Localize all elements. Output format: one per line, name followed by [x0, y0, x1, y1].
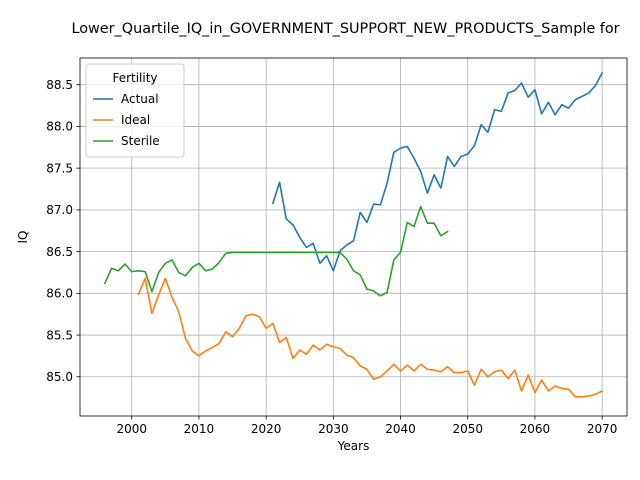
x-tick-label: 2020: [251, 422, 282, 436]
x-tick-label: 2010: [184, 422, 215, 436]
y-tick-label: 85.0: [46, 370, 73, 384]
y-axis-label: IQ: [16, 231, 30, 244]
grid-lines: [80, 58, 627, 416]
y-tick-label: 87.5: [46, 161, 73, 175]
y-axis-ticks: 85.0 85.5 86.0 86.5 87.0 87.5 88.0 88.5: [46, 78, 80, 384]
legend: Fertility Actual Ideal Sterile: [85, 63, 185, 158]
y-tick-label: 87.0: [46, 203, 73, 217]
y-tick-label: 88.5: [46, 78, 73, 92]
chart-title: Lower_Quartile_IQ_in_GOVERNMENT_SUPPORT_…: [71, 21, 619, 37]
x-axis-label: Years: [337, 439, 370, 453]
series-line-actual: [271, 71, 604, 272]
legend-box: [85, 63, 185, 158]
x-tick-label: 2050: [452, 422, 483, 436]
legend-label-ideal: Ideal: [121, 113, 150, 127]
legend-title: Fertility: [112, 71, 157, 85]
x-tick-label: 2000: [116, 422, 147, 436]
y-tick-label: 88.0: [46, 120, 73, 134]
x-tick-label: 2040: [385, 422, 416, 436]
x-tick-label: 2030: [318, 422, 349, 436]
x-tick-label: 2060: [520, 422, 551, 436]
y-tick-label: 85.5: [46, 328, 73, 342]
series-line-ideal: [137, 277, 604, 398]
legend-label-sterile: Sterile: [121, 134, 160, 148]
y-tick-label: 86.0: [46, 287, 73, 301]
y-tick-label: 86.5: [46, 245, 73, 259]
series-line-sterile: [103, 205, 449, 297]
x-axis-ticks: 2000 2010 2020 2030 2040 2050 2060 2070: [116, 416, 617, 436]
series-lines: [103, 71, 604, 398]
plot-frame: [79, 57, 628, 417]
legend-label-actual: Actual: [121, 92, 159, 106]
x-tick-label: 2070: [587, 422, 618, 436]
